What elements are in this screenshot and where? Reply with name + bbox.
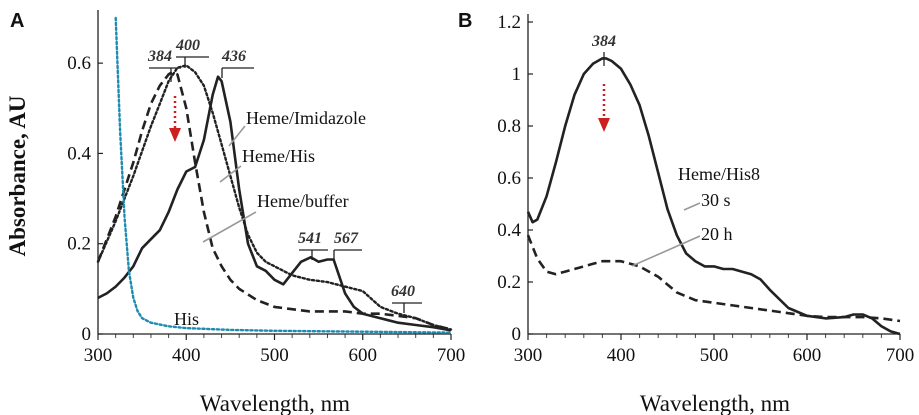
series-line-20-h (526, 234, 901, 323)
panel-b-x-axis-title: Wavelength, nm (640, 391, 790, 415)
peak-bracket-640 (392, 302, 422, 313)
series-label-his: His (174, 309, 199, 329)
peak-bracket-567 (333, 249, 362, 260)
x-tick-label: 400 (607, 345, 636, 366)
panel-b-tick-labels: 0 0.2 0.4 0.6 0.8 1 1.2 300 400 500 600 700 (497, 12, 914, 366)
x-tick-label: 600 (793, 345, 822, 366)
peak-label-640: 640 (391, 283, 415, 300)
x-tick-label: 700 (437, 345, 466, 366)
y-tick-label: 1.2 (497, 12, 521, 33)
series-line-his (114, 16, 453, 334)
y-tick-label: 0.2 (497, 272, 521, 293)
decrease-arrow-head (169, 128, 181, 142)
panel-a-tick-labels: 0 0.2 0.4 0.6 300 400 500 600 700 (67, 53, 465, 366)
decrease-arrow-head-b (598, 118, 610, 132)
y-tick-label: 0.4 (497, 220, 521, 241)
series-line-heme-imidazole (97, 75, 452, 332)
x-tick-label: 300 (514, 345, 543, 366)
y-tick-label: 0.8 (497, 116, 521, 137)
series-line-heme-his (96, 64, 453, 331)
y-tick-label: 0.6 (67, 53, 91, 74)
x-tick-label: 500 (700, 345, 729, 366)
y-tick-label: 0.6 (497, 168, 521, 189)
leader-heme-his (219, 165, 242, 183)
y-tick-label: 0.4 (67, 143, 91, 164)
panel-a: A 0 0.2 0.4 0.6 300 400 500 600 700 384 400 436 … (5, 10, 465, 415)
peak-label-384-b: 384 (591, 33, 616, 50)
panel-a-letter: A (10, 10, 24, 32)
panel-a-axes (97, 10, 452, 340)
leader-20h (631, 235, 701, 267)
series-line-30-s (526, 57, 901, 336)
y-tick-label: 0 (82, 324, 92, 345)
y-tick-label: 0.2 (67, 234, 91, 255)
y-tick-label: 0 (512, 324, 522, 345)
series-label-heme-buffer: Heme/buffer (257, 191, 349, 211)
panel-a-y-axis-title: Absorbance, AU (5, 95, 30, 256)
panel-b-series (526, 57, 901, 336)
peak-label-400: 400 (175, 37, 200, 54)
x-tick-label: 500 (260, 345, 289, 366)
panel-a-x-axis-title: Wavelength, nm (200, 391, 350, 415)
leader-30s (683, 202, 701, 211)
series-group-label-heme-his8: Heme/His8 (678, 164, 760, 184)
peak-label-436: 436 (221, 48, 246, 65)
peak-label-567: 567 (334, 230, 359, 247)
series-line-heme-buffer (96, 70, 452, 331)
panel-a-series (96, 16, 453, 334)
peak-bracket-400 (176, 56, 209, 68)
series-label-heme-imidazole: Heme/Imidazole (246, 108, 366, 128)
panel-b-annotations: 384 Heme/His8 30 s 20 h (591, 33, 760, 267)
x-tick-label: 400 (172, 345, 201, 366)
x-tick-label: 700 (886, 345, 915, 366)
panel-a-annotations: 384 400 436 541 567 640 Heme/Imidazole H… (147, 37, 422, 329)
peak-label-384: 384 (147, 48, 172, 65)
peak-label-541: 541 (298, 230, 322, 247)
peak-bracket-436 (221, 67, 254, 78)
panel-b: B 0 0.2 0.4 0.6 0.8 1 1.2 300 400 500 600 700 384 H… (458, 10, 914, 415)
panel-b-axes (527, 14, 901, 340)
series-label-heme-his: Heme/His (242, 146, 315, 166)
y-tick-label: 1 (512, 64, 522, 85)
series-label-30s: 30 s (701, 190, 731, 210)
x-tick-label: 600 (349, 345, 378, 366)
x-tick-label: 300 (84, 345, 113, 366)
panel-b-letter: B (458, 10, 472, 32)
series-label-20h: 20 h (701, 224, 733, 244)
peak-bracket-384 (149, 67, 181, 82)
leader-heme-imidazole (228, 125, 246, 147)
peak-bracket-541 (299, 249, 328, 260)
leader-heme-buffer (202, 211, 257, 243)
